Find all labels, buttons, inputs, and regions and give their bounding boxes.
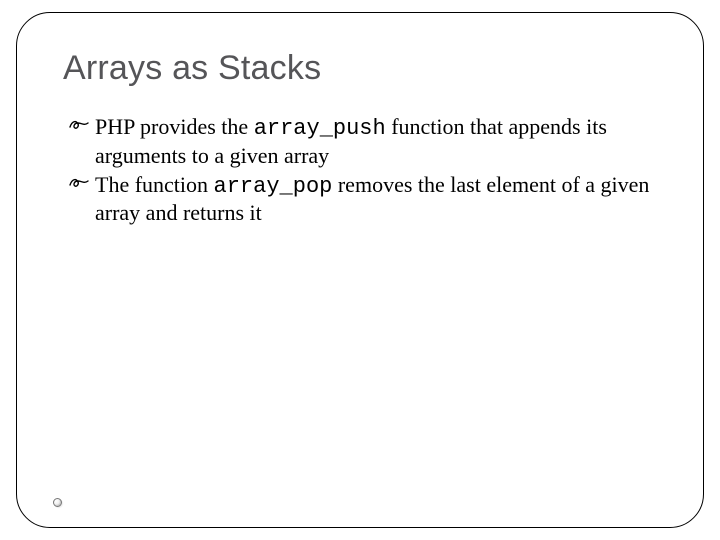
slide-frame: Arrays as Stacks PHP provides the array_…: [16, 12, 704, 528]
list-item: The function array_pop removes the last …: [69, 172, 657, 228]
bullet-text-pre: The function: [95, 172, 214, 197]
slide-title: Arrays as Stacks: [63, 49, 657, 88]
bullet-text-pre: PHP provides the: [95, 114, 254, 139]
bullet-text-code: array_pop: [214, 174, 333, 199]
scribble-bullet-icon: [69, 117, 89, 135]
slide: Arrays as Stacks PHP provides the array_…: [0, 0, 720, 540]
scribble-bullet-icon: [69, 175, 89, 193]
bullet-text-code: array_push: [254, 116, 386, 141]
bullet-list: PHP provides the array_push function tha…: [63, 114, 657, 227]
footer-dot-icon: [53, 498, 62, 507]
list-item: PHP provides the array_push function tha…: [69, 114, 657, 170]
